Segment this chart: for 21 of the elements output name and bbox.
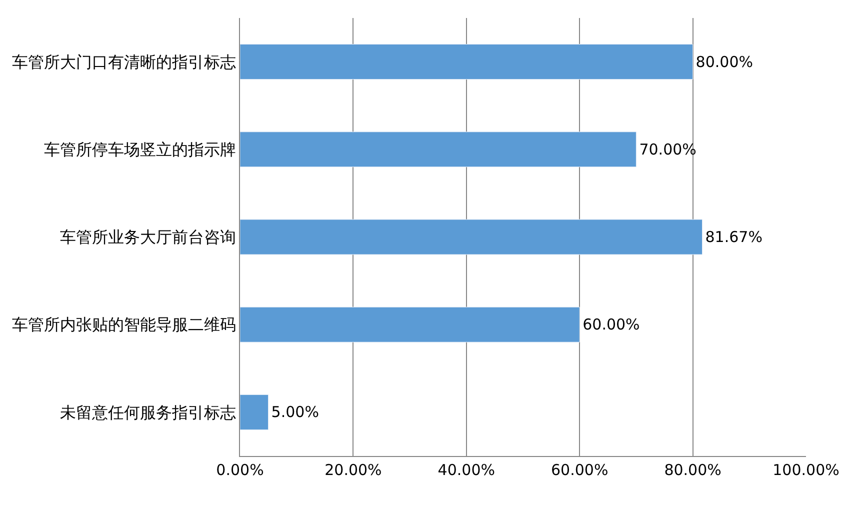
bar [240,44,694,80]
y-tick-label: 车管所停车场竖立的指示牌 [44,140,236,159]
x-tick-label: 20.00% [324,461,382,479]
y-tick-label: 车管所业务大厅前台咨询 [60,228,236,247]
bar [240,306,580,342]
y-tick-label: 未留意任何服务指引标志 [60,402,236,422]
x-tick-label: 0.00% [216,461,264,479]
data-label: 70.00% [639,140,696,158]
y-tick-label: 车管所内张贴的智能导服二维码 [12,315,236,334]
x-tick-label: 60.00% [551,461,608,479]
x-tick-label: 100.00% [772,461,840,479]
data-label: 80.00% [696,52,754,71]
x-tick-label: 80.00% [664,461,722,479]
x-tick-label: 40.00% [438,461,495,479]
data-label: 60.00% [582,316,640,334]
bar [240,219,702,255]
data-label: 5.00% [271,403,319,422]
y-tick-label: 车管所大门口有清晰的指引标志 [12,52,236,72]
bar [240,132,636,168]
data-label: 81.67% [705,228,762,246]
bar [240,394,269,430]
